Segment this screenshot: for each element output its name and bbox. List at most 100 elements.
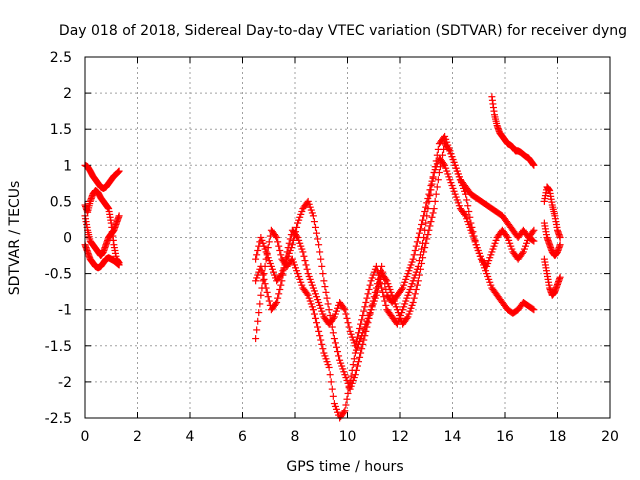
- data-point: [370, 293, 378, 301]
- x-axis-label: GPS time / hours: [286, 459, 403, 475]
- data-point: [366, 281, 374, 289]
- data-point: [311, 314, 319, 322]
- data-point: [425, 190, 433, 198]
- data-point: [415, 257, 423, 265]
- data-point: [115, 167, 123, 175]
- data-point: [379, 288, 387, 296]
- data-point: [431, 197, 439, 205]
- x-tick-label: 2: [133, 429, 142, 445]
- data-point: [529, 305, 537, 313]
- data-point: [466, 213, 474, 221]
- data-point: [253, 251, 261, 259]
- x-tick-label: 16: [496, 429, 514, 445]
- x-tick-label: 12: [391, 429, 409, 445]
- data-point: [253, 326, 261, 334]
- data-point: [351, 371, 359, 379]
- data-point: [378, 284, 386, 292]
- y-tick-label: -1: [58, 303, 72, 319]
- data-point: [353, 333, 361, 341]
- data-point: [282, 254, 290, 262]
- data-point: [341, 306, 349, 314]
- data-point: [263, 288, 271, 296]
- data-point: [285, 239, 293, 247]
- data-point: [344, 389, 352, 397]
- data-point: [431, 163, 439, 171]
- data-point: [432, 157, 440, 165]
- data-point: [310, 218, 318, 226]
- data-point: [379, 268, 387, 276]
- data-point: [293, 232, 301, 240]
- data-point: [309, 306, 317, 314]
- data-point: [274, 294, 282, 302]
- data-point: [115, 212, 123, 220]
- data-point: [318, 340, 326, 348]
- data-point: [410, 251, 418, 259]
- data-point: [530, 237, 538, 245]
- data-point: [433, 151, 441, 159]
- data-point: [352, 337, 360, 345]
- data-point: [321, 283, 329, 291]
- x-tick-label: 8: [291, 429, 300, 445]
- data-point: [260, 275, 268, 283]
- data-point: [413, 238, 421, 246]
- data-point: [427, 186, 435, 194]
- data-point: [273, 298, 281, 306]
- data-point: [374, 271, 382, 279]
- data-point: [259, 271, 267, 279]
- data-point: [303, 290, 311, 298]
- data-point: [433, 183, 441, 191]
- data-point: [356, 353, 364, 361]
- data-point: [355, 329, 363, 337]
- data-point: [362, 327, 370, 335]
- data-point: [368, 301, 376, 309]
- data-point: [341, 407, 349, 415]
- data-point: [425, 197, 433, 205]
- data-point: [411, 290, 419, 298]
- data-point: [344, 319, 352, 327]
- data-point: [353, 362, 361, 370]
- data-point: [412, 285, 420, 293]
- data-point: [254, 317, 262, 325]
- data-point: [317, 336, 325, 344]
- data-point: [372, 262, 380, 270]
- data-point: [412, 242, 420, 250]
- data-point: [364, 319, 372, 327]
- data-point: [398, 285, 406, 293]
- data-point: [311, 223, 319, 231]
- data-point: [342, 401, 350, 409]
- data-point: [257, 262, 265, 270]
- data-point: [359, 311, 367, 319]
- data-point: [424, 205, 432, 213]
- data-point: [409, 298, 417, 306]
- data-point: [430, 169, 438, 177]
- data-point: [329, 314, 337, 322]
- data-point: [503, 232, 511, 240]
- data-point: [440, 160, 448, 168]
- data-point: [314, 235, 322, 243]
- data-point: [302, 261, 310, 269]
- data-point: [464, 202, 472, 210]
- data-point: [301, 257, 309, 265]
- y-axis-label: SDTVAR / TECUs: [7, 181, 23, 296]
- data-point: [367, 306, 375, 314]
- data-point: [418, 245, 426, 253]
- data-point: [382, 301, 390, 309]
- data-point: [265, 297, 273, 305]
- data-point: [422, 219, 430, 227]
- data-point: [403, 314, 411, 322]
- data-point: [331, 339, 339, 347]
- data-point: [352, 366, 360, 374]
- y-tick-label: -2.5: [45, 411, 72, 427]
- data-point: [252, 335, 260, 343]
- data-point: [278, 277, 286, 285]
- data-point: [356, 324, 364, 332]
- data-point: [257, 291, 265, 299]
- data-point: [343, 314, 351, 322]
- data-point: [252, 255, 260, 263]
- data-point: [411, 246, 419, 254]
- data-point: [261, 280, 269, 288]
- data-point: [427, 218, 435, 226]
- data-point: [423, 235, 431, 243]
- data-point: [361, 332, 369, 340]
- data-point: [300, 252, 308, 260]
